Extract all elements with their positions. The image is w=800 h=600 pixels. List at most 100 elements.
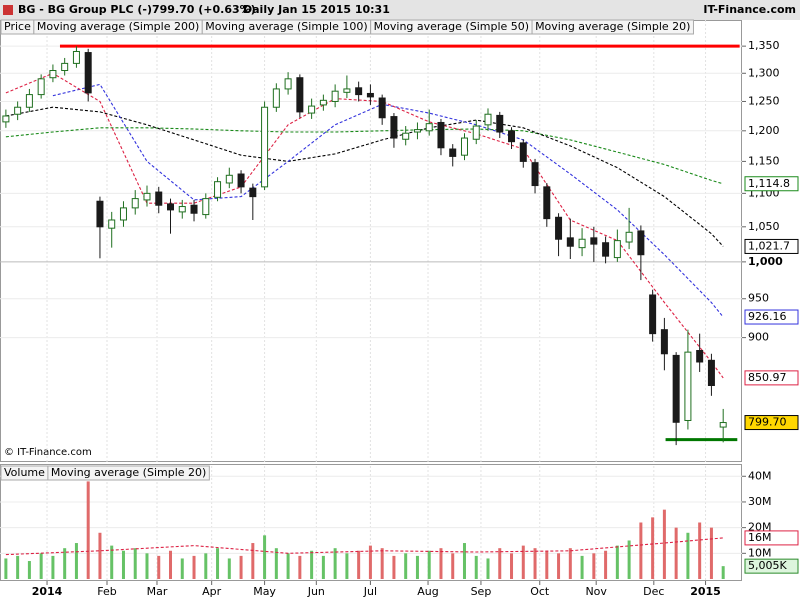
- volume-bar: [133, 548, 137, 579]
- candle-body: [61, 62, 69, 72]
- value-box-label: 850.97: [748, 371, 787, 384]
- volume-bar: [721, 566, 725, 579]
- candle-body: [119, 207, 127, 221]
- candle-body: [355, 87, 363, 96]
- candle-body: [719, 422, 727, 428]
- x-tick-label: Mar: [147, 585, 168, 598]
- legend-label: Volume: [4, 466, 45, 479]
- candle-body: [602, 242, 610, 257]
- candle-body: [284, 78, 292, 90]
- candle-body: [25, 94, 33, 108]
- value-box-label: 16M: [748, 531, 772, 544]
- volume-bar: [380, 548, 384, 579]
- candle-body: [531, 162, 539, 187]
- volume-bar: [662, 509, 666, 579]
- candle-body: [308, 105, 316, 114]
- candle-body: [108, 219, 116, 229]
- x-tick-label: Oct: [530, 585, 550, 598]
- y-tick-label: 1,350: [748, 39, 780, 52]
- candle-body: [660, 329, 668, 355]
- candle-body: [167, 203, 175, 211]
- volume-bar: [227, 558, 231, 579]
- volume-bar: [145, 553, 149, 579]
- volume-bar: [498, 548, 502, 579]
- value-box: [744, 530, 799, 546]
- candle-body: [190, 204, 198, 214]
- y-tick-label: 950: [748, 292, 769, 305]
- volume-bar: [310, 550, 314, 579]
- y-tick-label: 1,300: [748, 66, 780, 79]
- value-box-label: 799.70: [748, 416, 787, 429]
- volume-bar: [533, 548, 537, 579]
- x-tick-label: Dec: [643, 585, 664, 598]
- volume-bar: [63, 548, 67, 579]
- period: Daily Jan 15 2015 10:31: [243, 3, 390, 16]
- candle-body: [402, 132, 410, 140]
- y-tick-label: 20M: [748, 521, 772, 534]
- volume-bar: [216, 548, 220, 579]
- value-box: [744, 238, 799, 254]
- candle-body: [131, 198, 139, 209]
- x-tick-label: May: [253, 585, 276, 598]
- candle-body: [696, 350, 704, 363]
- volume-bar: [510, 553, 514, 579]
- volume-bar: [474, 555, 478, 579]
- volume-bar: [462, 543, 466, 579]
- volume-bar: [16, 555, 20, 579]
- candle-body: [672, 354, 680, 423]
- volume-bar: [521, 545, 525, 579]
- y-tick-label: 1,050: [748, 220, 780, 233]
- candle-body: [613, 240, 621, 259]
- candle-body: [378, 97, 386, 119]
- value-box: [744, 176, 799, 192]
- volume-bar: [568, 548, 572, 579]
- value-box-label: 1,114.8: [748, 177, 790, 190]
- x-tick-label: Jul: [363, 585, 377, 598]
- candle-body: [249, 187, 257, 198]
- moving-average-line: [52, 83, 724, 318]
- legend-label: Moving average (Simple 200): [37, 20, 199, 33]
- volume-bar: [404, 553, 408, 579]
- volume-bar: [169, 550, 173, 579]
- value-box-label: 926.16: [748, 310, 787, 323]
- value-box-label: 5,005K: [748, 559, 787, 572]
- volume-bar: [615, 545, 619, 579]
- volume-bar: [592, 553, 596, 579]
- volume-bar: [274, 548, 278, 579]
- volume-bar: [639, 522, 643, 579]
- x-tick-label: Nov: [585, 585, 607, 598]
- candle-body: [225, 174, 233, 184]
- candle-body: [84, 52, 92, 94]
- volume-bar: [627, 540, 631, 579]
- quote: 799.70 (+0.63%): [152, 3, 256, 16]
- y-tick-label: 40M: [748, 469, 772, 482]
- volume-bar: [263, 535, 267, 579]
- volume-bar: [286, 553, 290, 579]
- candle-body: [484, 113, 492, 126]
- candle-body: [472, 125, 480, 140]
- candle-body: [590, 237, 598, 245]
- x-tick-label: Aug: [417, 585, 438, 598]
- moving-average-line: [5, 537, 724, 556]
- value-box-label: 1,021.7: [748, 239, 790, 252]
- symbol: BG - BG Group PLC (-): [18, 3, 152, 16]
- volume-bar: [204, 553, 208, 579]
- header-icon: [3, 5, 13, 15]
- volume-bar: [439, 548, 443, 579]
- candle-body: [155, 191, 163, 206]
- legend-label: Moving average (Simple 100): [205, 20, 367, 33]
- x-tick-label: 2014: [32, 585, 63, 598]
- candle-body: [96, 200, 104, 228]
- candle-body: [425, 123, 433, 132]
- volume-bar: [709, 527, 713, 579]
- candle-body: [555, 216, 563, 240]
- volume-bar: [110, 545, 114, 579]
- candle-body: [72, 50, 80, 64]
- value-box: [744, 309, 799, 325]
- candle-body: [343, 88, 351, 93]
- candle-body: [319, 99, 327, 106]
- volume-bar: [686, 532, 690, 579]
- candle-body: [390, 116, 398, 139]
- candle-body: [2, 115, 10, 123]
- volume-bar: [698, 522, 702, 579]
